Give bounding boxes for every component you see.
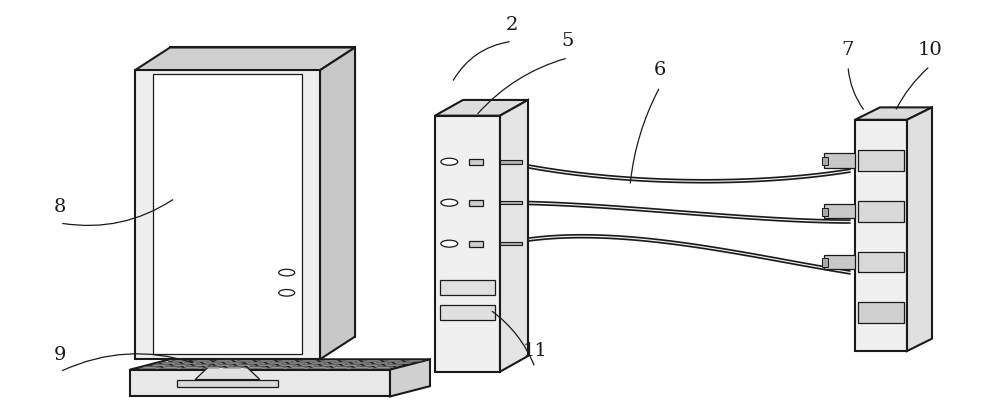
Polygon shape xyxy=(318,364,343,366)
Circle shape xyxy=(279,269,295,276)
Polygon shape xyxy=(212,364,237,366)
Polygon shape xyxy=(317,360,342,362)
Polygon shape xyxy=(170,47,355,337)
Polygon shape xyxy=(328,362,353,364)
Bar xyxy=(855,120,907,351)
Polygon shape xyxy=(371,362,396,364)
Polygon shape xyxy=(338,360,363,362)
Bar xyxy=(824,204,855,218)
Polygon shape xyxy=(359,360,384,362)
Polygon shape xyxy=(135,47,355,70)
Polygon shape xyxy=(349,362,374,364)
Bar xyxy=(500,201,522,204)
Circle shape xyxy=(441,199,458,206)
Bar xyxy=(130,370,390,396)
Polygon shape xyxy=(435,100,528,116)
Circle shape xyxy=(279,290,295,296)
Polygon shape xyxy=(320,47,355,359)
Polygon shape xyxy=(382,364,407,366)
Bar xyxy=(822,259,828,267)
Polygon shape xyxy=(351,366,376,368)
Polygon shape xyxy=(168,360,193,362)
Polygon shape xyxy=(189,360,214,362)
Polygon shape xyxy=(339,364,364,366)
Text: 5: 5 xyxy=(562,32,574,50)
Bar xyxy=(858,302,904,323)
Bar xyxy=(858,252,904,273)
Polygon shape xyxy=(266,366,291,368)
Bar xyxy=(822,157,828,166)
Polygon shape xyxy=(195,359,260,380)
Polygon shape xyxy=(138,366,163,368)
Polygon shape xyxy=(855,107,932,120)
Bar xyxy=(858,150,904,171)
Bar xyxy=(469,200,483,206)
Bar xyxy=(500,242,522,245)
Polygon shape xyxy=(169,364,194,366)
Polygon shape xyxy=(200,362,226,364)
Polygon shape xyxy=(243,362,268,364)
Polygon shape xyxy=(308,366,333,368)
Polygon shape xyxy=(253,360,278,362)
Polygon shape xyxy=(232,360,257,362)
Polygon shape xyxy=(264,362,289,364)
Text: 7: 7 xyxy=(842,40,854,59)
Bar xyxy=(153,74,302,354)
Circle shape xyxy=(441,158,458,165)
Polygon shape xyxy=(361,364,386,366)
Polygon shape xyxy=(202,366,227,368)
Polygon shape xyxy=(254,364,279,366)
Polygon shape xyxy=(907,107,932,351)
Bar xyxy=(440,280,495,295)
Polygon shape xyxy=(381,360,406,362)
Polygon shape xyxy=(244,366,269,368)
Polygon shape xyxy=(402,360,427,362)
Polygon shape xyxy=(500,100,528,372)
Polygon shape xyxy=(287,366,312,368)
Polygon shape xyxy=(211,360,236,362)
Bar xyxy=(469,159,483,165)
Polygon shape xyxy=(130,359,430,370)
Bar xyxy=(440,305,495,320)
Text: 6: 6 xyxy=(654,61,666,79)
Text: 8: 8 xyxy=(54,197,66,216)
Polygon shape xyxy=(329,366,354,368)
Polygon shape xyxy=(158,362,183,364)
Bar xyxy=(824,153,855,168)
Bar xyxy=(177,380,278,387)
Text: 2: 2 xyxy=(506,16,518,34)
Text: 10: 10 xyxy=(918,40,942,59)
Polygon shape xyxy=(159,366,184,368)
Polygon shape xyxy=(223,366,248,368)
Bar xyxy=(824,255,855,269)
Polygon shape xyxy=(222,362,247,364)
Polygon shape xyxy=(297,364,322,366)
Bar xyxy=(435,116,500,372)
Polygon shape xyxy=(286,362,311,364)
Text: 9: 9 xyxy=(54,346,66,364)
Bar xyxy=(135,70,320,359)
Circle shape xyxy=(441,240,458,247)
Bar xyxy=(500,160,522,164)
Polygon shape xyxy=(179,362,204,364)
Polygon shape xyxy=(233,364,258,366)
Polygon shape xyxy=(181,366,206,368)
Polygon shape xyxy=(372,366,397,368)
Polygon shape xyxy=(148,364,173,366)
Bar xyxy=(822,208,828,216)
Polygon shape xyxy=(276,364,301,366)
Text: 11: 11 xyxy=(523,342,547,360)
Polygon shape xyxy=(390,359,430,396)
Polygon shape xyxy=(296,360,320,362)
Bar xyxy=(469,241,483,247)
Polygon shape xyxy=(307,362,332,364)
Polygon shape xyxy=(191,364,216,366)
Polygon shape xyxy=(392,362,417,364)
Bar xyxy=(858,201,904,221)
Polygon shape xyxy=(274,360,299,362)
